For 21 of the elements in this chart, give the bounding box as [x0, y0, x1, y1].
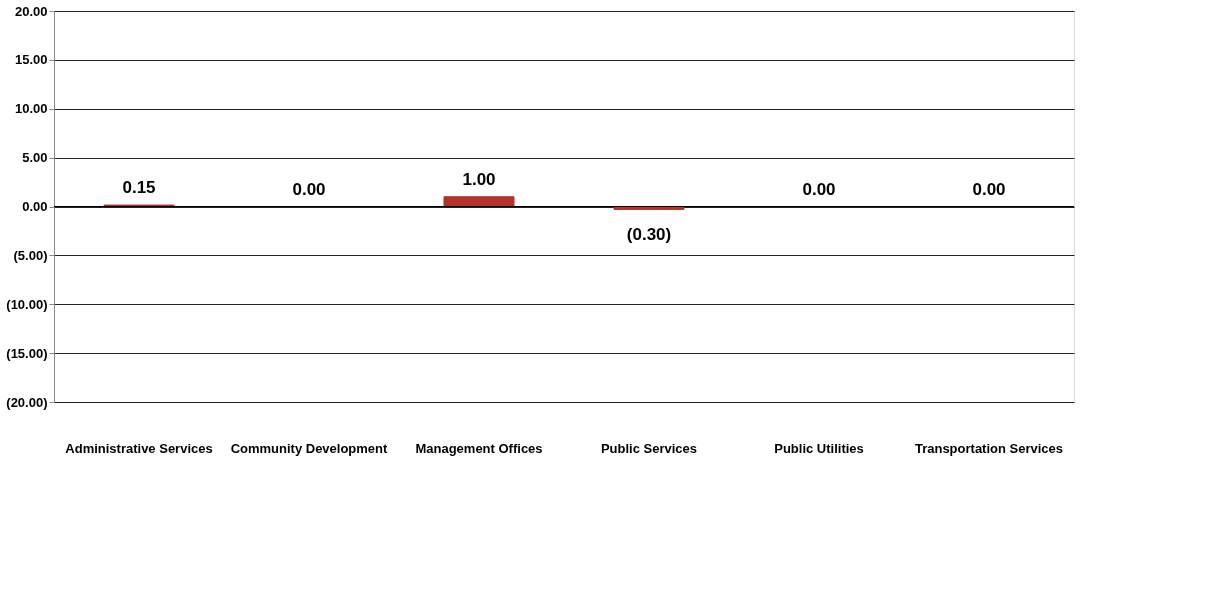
data-label: 0.00 — [802, 179, 836, 199]
x-tick-label: Community Development — [230, 440, 389, 456]
data-label: 0.00 — [292, 179, 326, 199]
data-label: (0.30) — [626, 225, 672, 245]
data-label: 0.00 — [972, 179, 1006, 199]
x-tick-label: Transportation Services — [914, 440, 1064, 456]
y-tick-label: 10.00 — [14, 101, 48, 117]
data-label: 1.00 — [462, 169, 496, 189]
y-tick-label: 20.00 — [14, 3, 48, 19]
y-tick-label: (10.00) — [6, 296, 48, 312]
y-tick-label: 0.00 — [22, 199, 48, 214]
y-tick-label: 5.00 — [22, 150, 48, 166]
x-tick-label: Public Services — [600, 440, 698, 456]
y-tick-label: (15.00) — [6, 345, 48, 361]
y-tick-label: (20.00) — [6, 394, 48, 410]
data-label: 0.15 — [122, 178, 156, 198]
x-tick-label: Public Utilities — [774, 440, 864, 456]
x-tick-label: Administrative Services — [65, 440, 213, 456]
x-tick-label: Management Offices — [415, 440, 543, 456]
y-tick-label: (5.00) — [13, 247, 48, 263]
y-tick-label: 15.00 — [14, 52, 48, 68]
